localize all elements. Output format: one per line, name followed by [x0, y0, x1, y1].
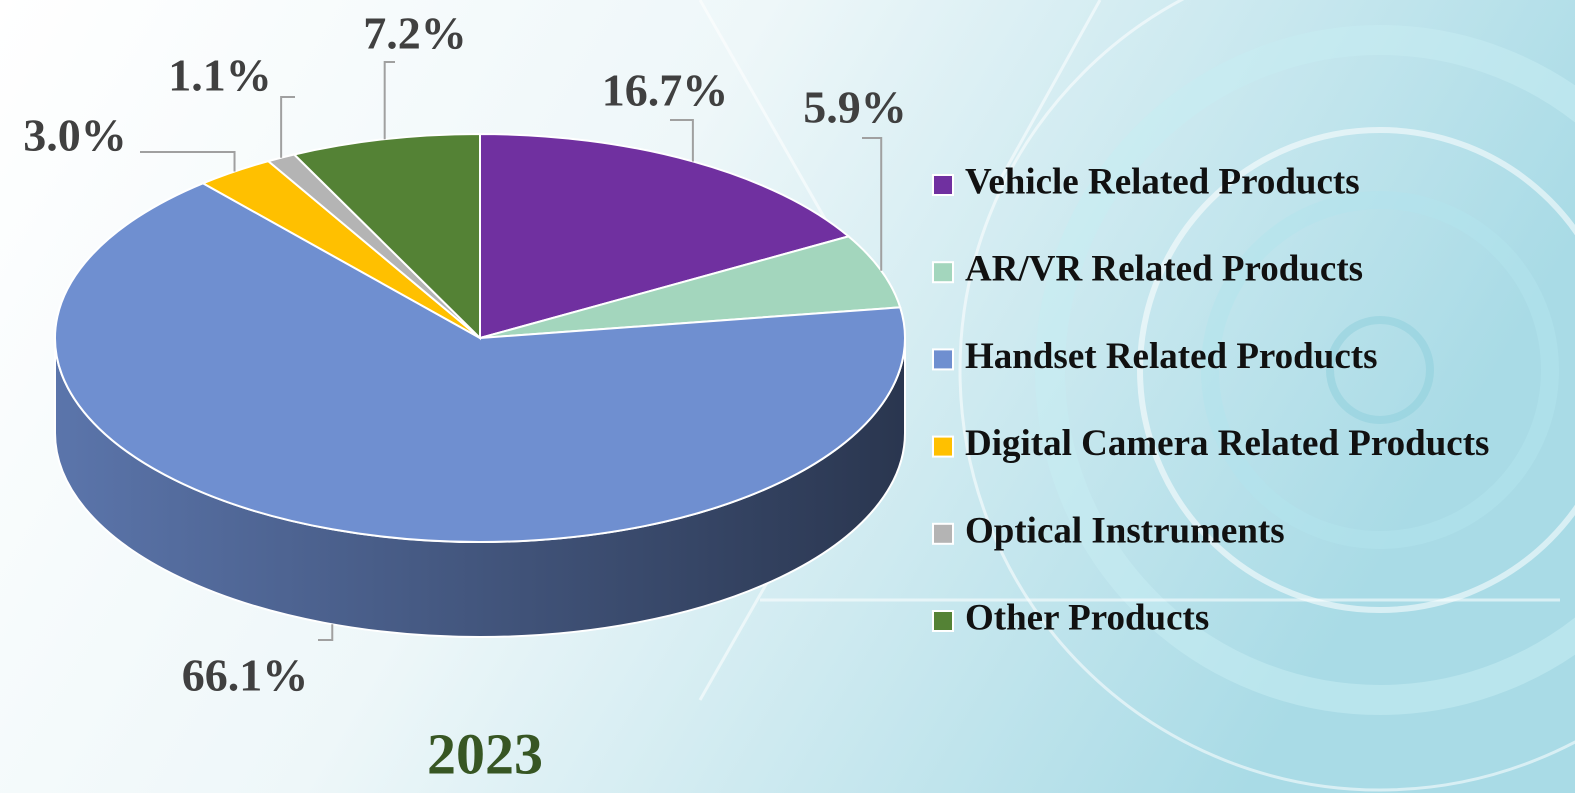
leader-line [280, 96, 295, 158]
leader-line [318, 624, 334, 641]
leader-line [670, 119, 694, 162]
legend-swatch [932, 348, 954, 371]
chart-title: 2023 [427, 721, 543, 786]
data-label: 66.1% [182, 650, 309, 701]
legend-swatch [932, 261, 954, 284]
legend-label: Handset Related Products [965, 336, 1377, 377]
data-label: 16.7% [602, 65, 729, 116]
decoration [698, 0, 1575, 792]
legend-label: AR/VR Related Products [965, 249, 1363, 290]
leader-line [383, 61, 395, 140]
legend-swatch [932, 435, 954, 458]
legend-swatch [932, 610, 954, 632]
legend-label: Other Products [965, 597, 1209, 638]
data-label: 7.2% [363, 8, 467, 59]
legend-label: Optical Instruments [965, 510, 1285, 551]
data-label: 5.9% [803, 82, 907, 133]
leader-line [862, 137, 883, 271]
legend-label: Vehicle Related Products [965, 161, 1360, 202]
legend-label: Digital Camera Related Products [965, 423, 1489, 464]
data-label: 3.0% [23, 110, 127, 161]
legend-swatch [932, 522, 954, 545]
legend-swatch [932, 174, 954, 196]
pie-slice [54, 182, 906, 543]
data-label: 1.1% [168, 50, 272, 101]
leader-line [140, 151, 236, 172]
